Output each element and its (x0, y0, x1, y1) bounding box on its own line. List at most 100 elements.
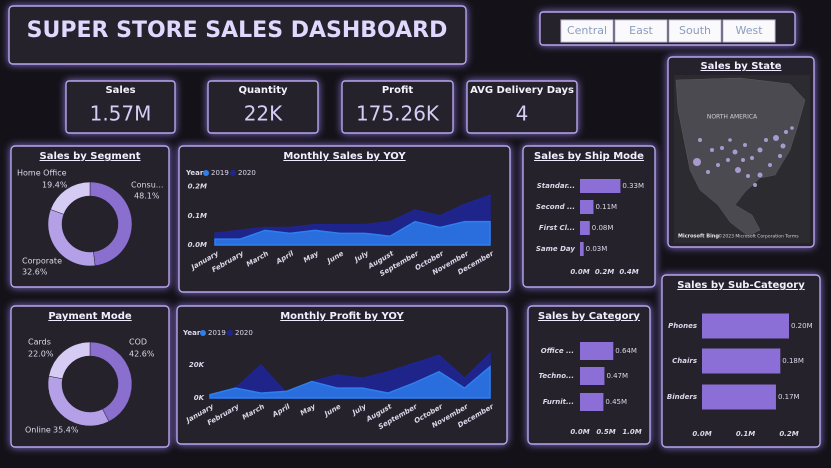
chart-title: Sales by Category (538, 311, 640, 322)
slice-value: 19.4% (42, 181, 68, 190)
kpi-card (466, 80, 578, 134)
area[interactable] (214, 220, 491, 246)
map-region-label: NORTH AMERICA (707, 114, 758, 121)
legend-swatch (203, 170, 209, 176)
bar[interactable] (702, 384, 776, 410)
x-tick-label: 0.0M (570, 428, 589, 436)
bar-value-label: 0.18M (782, 357, 804, 365)
y-tick-label: 0.2M (188, 183, 207, 191)
bar[interactable] (580, 200, 594, 214)
bar-value-label: 0.33M (622, 182, 644, 190)
slicer-button[interactable] (560, 19, 614, 43)
donut-slice[interactable] (50, 181, 91, 215)
kpi-card (65, 80, 176, 134)
slice-value: 42.6% (129, 350, 155, 359)
legend-label[interactable]: 2020 (238, 169, 256, 177)
slice-label: Consu... (131, 181, 163, 190)
kpi-card (207, 80, 319, 134)
slicer-button[interactable] (722, 19, 776, 43)
bar-value-label: 0.64M (615, 347, 637, 355)
map-logo: Microsoft Bing (678, 234, 719, 240)
slice-label: Home Office (17, 169, 67, 178)
kpi-value: 1.57M (90, 102, 152, 126)
map-copyright: ©2023 Microsoft Corporation Terms (718, 233, 799, 240)
category-label: Same Day (536, 245, 576, 253)
chart-title: Monthly Sales by YOY (283, 151, 406, 162)
slice-label: Online (25, 426, 51, 435)
slice-value: 32.6% (22, 268, 48, 277)
x-tick-label: 1.0M (622, 428, 641, 436)
area[interactable] (209, 365, 491, 399)
category-label: Second ... (536, 203, 575, 211)
chart-title: Payment Mode (48, 311, 132, 322)
chart-title: Sales by Segment (40, 151, 141, 162)
legend-label[interactable]: 2020 (235, 329, 253, 337)
map-title: Sales by State (700, 61, 781, 72)
slicer-label[interactable]: Central (567, 24, 607, 37)
x-tick-label: 0.4M (619, 268, 638, 276)
x-tick-label: 0.0M (692, 430, 711, 438)
bar[interactable] (580, 342, 614, 360)
dashboard-title: SUPER STORE SALES DASHBOARD (27, 18, 448, 43)
category-label: Office ... (541, 347, 574, 355)
bar[interactable] (580, 221, 590, 235)
category-label: First Cl... (539, 224, 575, 232)
kpi-value: 22K (244, 102, 283, 126)
bar[interactable] (702, 313, 789, 339)
category-label: Binders (667, 393, 697, 401)
bar[interactable] (702, 348, 781, 374)
chart-panel (10, 145, 170, 288)
legend-swatch (200, 330, 206, 336)
title-panel (8, 5, 467, 65)
x-tick-label: 0.2M (595, 268, 614, 276)
bar-value-label: 0.45M (605, 398, 627, 406)
slicer-button[interactable] (668, 19, 722, 43)
chart-title: Sales by Sub-Category (677, 280, 805, 291)
bar[interactable] (580, 393, 604, 411)
category-label: Furnit... (543, 398, 574, 406)
bar-value-label: 0.20M (791, 322, 813, 330)
y-tick-label: 20K (189, 361, 205, 369)
x-tick-label: 0.0M (570, 268, 589, 276)
kpi-label: Quantity (239, 85, 288, 96)
slicer-label[interactable]: West (735, 24, 763, 37)
slice-value: 48.1% (134, 192, 160, 201)
category-label: Techno... (538, 372, 574, 380)
kpi-value: 175.26K (356, 102, 440, 126)
slice-value: 35.4% (53, 426, 79, 435)
chart-title: Monthly Profit by YOY (280, 311, 404, 322)
x-tick-label: 0.2M (779, 430, 798, 438)
category-label: Chairs (672, 357, 697, 365)
donut-slice[interactable] (48, 341, 91, 380)
bar-value-label: 0.47M (606, 372, 628, 380)
chart-panel (522, 145, 656, 288)
y-tick-label: 0.1M (188, 212, 207, 220)
bar[interactable] (580, 179, 621, 193)
slicer-label[interactable]: East (629, 24, 653, 37)
slicer-label[interactable]: South (679, 24, 711, 37)
bar-value-label: 0.11M (595, 203, 617, 211)
kpi-label: AVG Delivery Days (470, 85, 574, 96)
legend-label[interactable]: 2019 (208, 329, 226, 337)
bar-value-label: 0.08M (592, 224, 614, 232)
x-tick-label: 0.5M (596, 428, 615, 436)
map-land (675, 77, 806, 237)
x-tick-label: 0.1M (736, 430, 755, 438)
chart-title: Sales by Ship Mode (534, 151, 644, 162)
chart-panel (10, 305, 170, 448)
slice-label: Cards (28, 338, 51, 347)
category-label: Phones (668, 322, 697, 330)
bar[interactable] (580, 367, 605, 385)
kpi-label: Sales (105, 85, 135, 96)
legend-label[interactable]: 2019 (211, 169, 229, 177)
legend-title: Year (185, 169, 204, 177)
bar-value-label: 0.17M (778, 393, 800, 401)
bar[interactable] (580, 242, 584, 256)
chart-panel (178, 145, 511, 293)
slicer-button[interactable] (614, 19, 668, 43)
slice-label: COD (129, 338, 147, 347)
legend-title: Year (182, 329, 201, 337)
y-tick-label: 0K (194, 394, 205, 402)
y-tick-label: 0.0M (188, 241, 207, 249)
